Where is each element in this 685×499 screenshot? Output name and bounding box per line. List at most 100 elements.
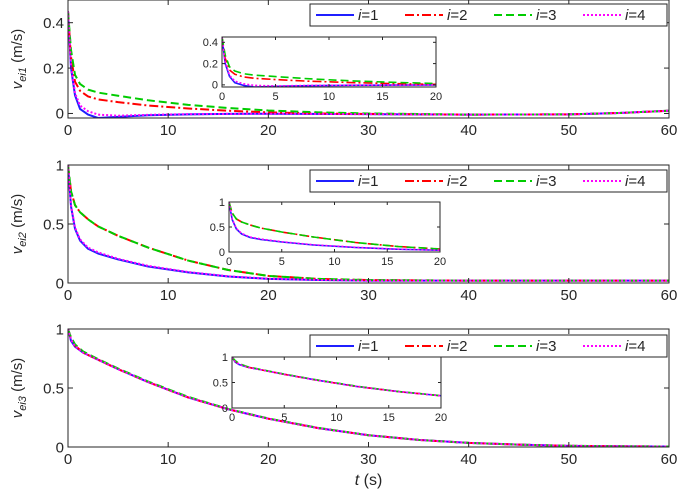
panel-3-xtick-label-6: 60 — [661, 451, 678, 468]
panel-2-inset-ytick-label-1: 0.5 — [210, 222, 225, 234]
panel-2-inset-xtick-label-1: 5 — [279, 256, 285, 268]
panel-2-legend-label-val-1: =1 — [361, 173, 378, 190]
panel-3-inset-xtick-label-0: 0 — [229, 412, 235, 424]
panel-2-ytick-label-0: 0 — [56, 275, 64, 292]
panel-1-legend-label-var-1: i — [358, 7, 362, 24]
panel-2-inset-xtick-label-4: 20 — [434, 256, 446, 268]
panel-2-inset-xtick-label-2: 10 — [328, 256, 340, 268]
panel-1-ylabel-var: v — [9, 80, 26, 89]
panel-3-xlabel-unit: (s) — [359, 472, 382, 489]
panel-1-inset-series-group — [222, 37, 436, 87]
panel-2-legend-label-var-4: i — [625, 173, 629, 190]
panel-3-xlabel-var: t — [355, 472, 360, 489]
panel-3-series-line-4 — [68, 329, 669, 447]
panel-3-inset-ytick-label-1: 0.5 — [213, 377, 228, 389]
panel-2-xtick-label-0: 0 — [64, 287, 72, 304]
panel-2-legend-label-val-3: =3 — [539, 173, 556, 190]
panel-3-legend-label-var-2: i — [447, 338, 451, 355]
panel-2-xtick-label-6: 60 — [661, 287, 678, 304]
panel-1-series-line-3 — [68, 11, 669, 116]
panel-3-inset-series-line-4 — [232, 357, 441, 397]
panel-2-inset-series-line-3 — [229, 202, 440, 250]
panel-2-inset-background — [229, 202, 440, 252]
panel-3-series-group — [68, 329, 669, 447]
panel-2-legend-label-var-2: i — [447, 173, 451, 190]
panel-1-inset-series-line-4 — [222, 37, 436, 87]
panel-1-inset-ytick-label-1: 0.2 — [203, 58, 218, 70]
panel-2-inset-series-line-4 — [229, 202, 440, 251]
panel-3-legend-label-var-3: i — [536, 338, 540, 355]
panel-2-ylabel: vei2 (m/s) — [9, 194, 29, 255]
panel-3-inset-group: 0 5 10 15 20 0 0.5 1 — [213, 352, 447, 424]
panel-2-inset-series-group — [229, 202, 440, 252]
panel-1-xtick-label-0: 0 — [64, 122, 72, 139]
panel-3-legend-label-val-3: =3 — [539, 338, 556, 355]
panel-1-xtick-label-3: 30 — [360, 122, 377, 139]
panel-3-inset-ytick-label-0: 0 — [222, 403, 228, 415]
panel-2-legend-label-4: i=4 — [625, 173, 645, 190]
panel-3-ylabel: vei3 (m/s) — [9, 358, 29, 419]
panel-2-ylabel-var: v — [9, 245, 26, 254]
panel-2-ytick-label-2: 1 — [56, 157, 64, 174]
panel-3-legend-box — [309, 334, 668, 358]
panel-2-legend: i=1 i=2 i=3 i=4 — [309, 169, 668, 193]
panel-1-legend-label-var-2: i — [447, 7, 451, 24]
panel-3-xtick-label-3: 30 — [360, 451, 377, 468]
panel-3-ytick-label-0: 0 — [56, 439, 64, 456]
panel-2-ylabel-unit: (m/s) — [9, 194, 26, 232]
panel-2-xtick-label-3: 30 — [360, 287, 377, 304]
panel-2-xtick-label-4: 40 — [460, 287, 477, 304]
panel-1-xtick-label-6: 60 — [661, 122, 678, 139]
panel-1-ytick-label-1: 0.2 — [43, 60, 64, 77]
panel-1-series-line-4 — [68, 11, 669, 117]
panel-3-legend-label-4: i=4 — [625, 338, 645, 355]
panel-3-inset-ytick-label-2: 1 — [222, 352, 228, 364]
panel-3-ylabel-var: v — [9, 409, 26, 418]
panel-2-legend-label-var-1: i — [358, 173, 362, 190]
panel-2-legend-label-var-3: i — [536, 173, 540, 190]
panel-3-legend-label-var-4: i — [625, 338, 629, 355]
panel-2-legend-label-2: i=2 — [447, 173, 467, 190]
panel-1-xtick-label-1: 10 — [160, 122, 177, 139]
panel-1-xtick-label-4: 40 — [460, 122, 477, 139]
panel-2-legend-label-1: i=1 — [358, 173, 378, 190]
panel-3-legend-label-var-1: i — [358, 338, 362, 355]
panel-1-ytick-label-0: 0 — [56, 106, 64, 123]
panel-1-xtick-label-2: 20 — [260, 122, 277, 139]
panel-3-inset-series-line-3 — [232, 357, 441, 397]
panel-1-legend-label-var-4: i — [625, 7, 629, 24]
panel-3-legend-label-val-4: =4 — [628, 338, 645, 355]
panel-2-legend-box — [309, 169, 668, 193]
panel-1-inset-xtick-label-0: 0 — [219, 91, 225, 103]
panel-3-legend-label-val-1: =1 — [361, 338, 378, 355]
panel-1-legend-label-val-1: =1 — [361, 7, 378, 24]
panel-1-legend-label-var-3: i — [536, 7, 540, 24]
panel-3-xlabel: t (s) — [355, 472, 383, 489]
panel-3-xtick-label-1: 10 — [160, 451, 177, 468]
panel-3-ylabel-sub: ei3 — [17, 395, 29, 411]
panel-1-legend-label-3: i=3 — [536, 7, 556, 24]
panel-3-legend: i=1 i=2 i=3 i=4 — [309, 334, 668, 358]
panel-3-ytick-label-1: 0.5 — [43, 380, 64, 397]
panel-1-legend-box — [309, 3, 668, 27]
panel-2-inset-ytick-label-2: 1 — [219, 197, 225, 209]
panel-3-inset-xtick-label-1: 5 — [281, 412, 287, 424]
panel-1-inset-xtick-label-1: 5 — [272, 91, 278, 103]
panel-2-inset-xtick-label-3: 15 — [381, 256, 393, 268]
panel-1-ytick-label-2: 0.4 — [43, 15, 64, 32]
panel-3-xtick-label-0: 0 — [64, 451, 72, 468]
panel-1-legend-label-1: i=1 — [358, 7, 378, 24]
panel-2-ytick-label-1: 0.5 — [43, 216, 64, 233]
panel-2-legend-label-val-4: =4 — [628, 173, 645, 190]
panel-1-ylabel: vei1 (m/s) — [9, 29, 29, 90]
panel-2-xtick-label-5: 50 — [560, 287, 577, 304]
panel-2-inset-group: 0 5 10 15 20 0 0.5 1 — [210, 197, 446, 268]
panel-1-legend-label-val-4: =4 — [628, 7, 645, 24]
panel-1-inset-xtick-label-2: 10 — [323, 91, 335, 103]
panel-3-xtick-label-2: 20 — [260, 451, 277, 468]
panel-2-inset-series-line-2 — [229, 202, 440, 250]
panel-3-legend-label-3: i=3 — [536, 338, 556, 355]
panel-3-legend-label-1: i=1 — [358, 338, 378, 355]
